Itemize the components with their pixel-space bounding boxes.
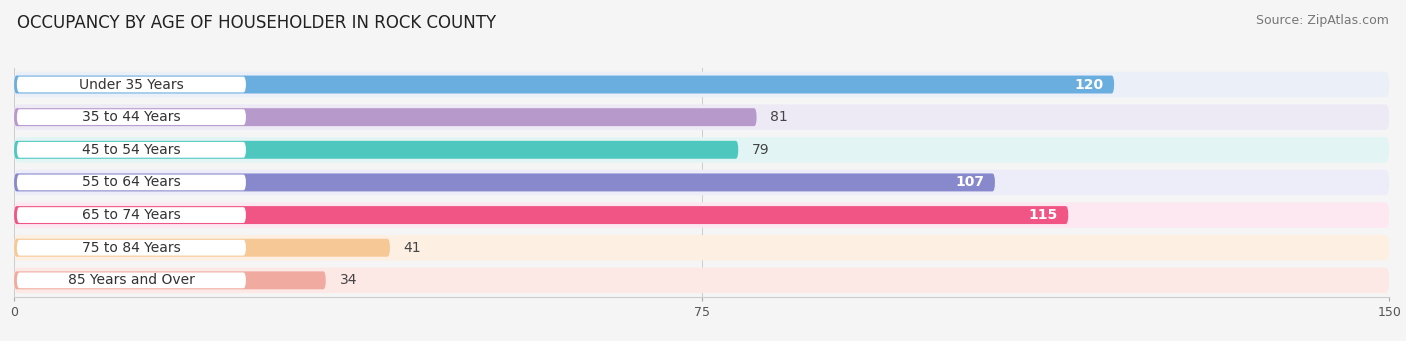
FancyBboxPatch shape — [14, 239, 389, 257]
Text: 79: 79 — [752, 143, 769, 157]
Text: 45 to 54 Years: 45 to 54 Years — [82, 143, 181, 157]
FancyBboxPatch shape — [14, 141, 738, 159]
FancyBboxPatch shape — [14, 174, 995, 191]
FancyBboxPatch shape — [17, 240, 246, 256]
FancyBboxPatch shape — [17, 175, 246, 190]
Text: 35 to 44 Years: 35 to 44 Years — [82, 110, 181, 124]
FancyBboxPatch shape — [14, 235, 1389, 261]
Text: 75 to 84 Years: 75 to 84 Years — [82, 241, 181, 255]
FancyBboxPatch shape — [14, 170, 1389, 195]
FancyBboxPatch shape — [14, 76, 1114, 93]
FancyBboxPatch shape — [17, 109, 246, 125]
FancyBboxPatch shape — [17, 77, 246, 92]
Text: 55 to 64 Years: 55 to 64 Years — [82, 175, 181, 190]
FancyBboxPatch shape — [14, 202, 1389, 228]
Text: 41: 41 — [404, 241, 422, 255]
Text: 81: 81 — [770, 110, 789, 124]
Text: 65 to 74 Years: 65 to 74 Years — [82, 208, 181, 222]
Text: Under 35 Years: Under 35 Years — [79, 77, 184, 91]
FancyBboxPatch shape — [17, 142, 246, 158]
FancyBboxPatch shape — [17, 272, 246, 288]
Text: Source: ZipAtlas.com: Source: ZipAtlas.com — [1256, 14, 1389, 27]
FancyBboxPatch shape — [14, 206, 1069, 224]
FancyBboxPatch shape — [14, 137, 1389, 163]
FancyBboxPatch shape — [14, 104, 1389, 130]
Text: 115: 115 — [1028, 208, 1057, 222]
Text: 120: 120 — [1074, 77, 1104, 91]
FancyBboxPatch shape — [14, 271, 326, 289]
FancyBboxPatch shape — [14, 268, 1389, 293]
FancyBboxPatch shape — [14, 108, 756, 126]
FancyBboxPatch shape — [17, 207, 246, 223]
Text: 34: 34 — [339, 273, 357, 287]
Text: OCCUPANCY BY AGE OF HOUSEHOLDER IN ROCK COUNTY: OCCUPANCY BY AGE OF HOUSEHOLDER IN ROCK … — [17, 14, 496, 32]
Text: 107: 107 — [955, 175, 984, 190]
FancyBboxPatch shape — [14, 72, 1389, 97]
Text: 85 Years and Over: 85 Years and Over — [67, 273, 195, 287]
